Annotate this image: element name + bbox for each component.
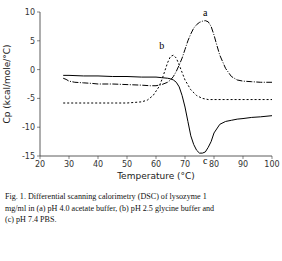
y-tick — [37, 69, 40, 70]
y-axis — [40, 12, 41, 156]
curve-label: c — [203, 155, 208, 166]
x-tick-label: 40 — [93, 160, 103, 169]
x-tick-label: 30 — [64, 160, 74, 169]
y-tick — [37, 40, 40, 41]
x-tick — [127, 156, 128, 159]
chart: 20 30 40 50 60 70 80 90 100 -15 -10 -5 0 5 10 Temperatu… — [0, 0, 282, 261]
y-tick-label: -5 — [27, 94, 35, 103]
x-tick — [272, 156, 273, 159]
caption-line: (c) pH 7.4 PBS. — [5, 215, 57, 224]
caption-line: Fig. 1. Differential scanning calorimetr… — [5, 192, 207, 201]
x-tick — [214, 156, 215, 159]
plot-area — [63, 21, 272, 153]
x-tick-label: 20 — [35, 160, 45, 169]
x-tick-label: 50 — [122, 160, 132, 169]
x-tick — [185, 156, 186, 159]
x-tick-label: 80 — [209, 160, 219, 169]
x-tick-label: 100 — [264, 160, 279, 169]
caption-line: mg/ml in (a) pH 4.0 acetate buffer, (b) … — [5, 204, 214, 213]
y-axis-label: Cp (kcal/mole/°C) — [2, 44, 12, 123]
curve-label: a — [203, 7, 208, 18]
line-series — [63, 75, 272, 153]
x-tick-label: 90 — [238, 160, 248, 169]
x-tick — [40, 156, 41, 159]
y-tick-label: 10 — [25, 8, 35, 17]
y-tick — [37, 12, 40, 13]
caption: Fig. 1. Differential scanning calorimetr… — [5, 192, 214, 224]
y-tick-label: 0 — [30, 66, 35, 75]
y-tick-label: -15 — [22, 152, 35, 161]
x-tick-label: 60 — [151, 160, 161, 169]
x-tick — [156, 156, 157, 159]
x-tick — [243, 156, 244, 159]
x-tick — [98, 156, 99, 159]
x-tick — [69, 156, 70, 159]
line-series — [63, 55, 272, 103]
x-axis-label: Temperature (°C) — [116, 171, 195, 181]
y-tick-label: 5 — [30, 37, 35, 46]
y-tick — [37, 127, 40, 128]
y-tick-label: -10 — [22, 123, 35, 132]
y-tick — [37, 98, 40, 99]
x-tick-label: 70 — [180, 160, 190, 169]
y-tick — [37, 156, 40, 157]
curve-label: b — [159, 40, 164, 51]
